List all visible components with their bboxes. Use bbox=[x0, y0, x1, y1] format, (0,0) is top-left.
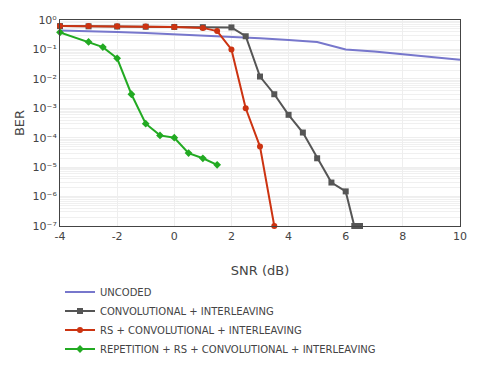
svg-text:RS + CONVOLUTIONAL + INTERLEAV: RS + CONVOLUTIONAL + INTERLEAVING bbox=[100, 325, 302, 336]
svg-text:10⁻²: 10⁻² bbox=[33, 73, 57, 86]
svg-text:8: 8 bbox=[399, 230, 406, 243]
svg-text:10⁻⁶: 10⁻⁶ bbox=[33, 190, 58, 203]
svg-text:CONVOLUTIONAL + INTERLEAVING: CONVOLUTIONAL + INTERLEAVING bbox=[100, 306, 274, 317]
svg-text:UNCODED: UNCODED bbox=[100, 287, 152, 298]
svg-text:10⁻³: 10⁻³ bbox=[33, 102, 57, 115]
svg-text:10⁻⁷: 10⁻⁷ bbox=[33, 220, 57, 233]
svg-text:2: 2 bbox=[228, 230, 235, 243]
svg-text:4: 4 bbox=[285, 230, 292, 243]
svg-text:SNR (dB): SNR (dB) bbox=[231, 263, 289, 278]
svg-text:REPETITION + RS + CONVOLUTIONA: REPETITION + RS + CONVOLUTIONAL + INTERL… bbox=[100, 344, 376, 355]
svg-text:10⁻⁵: 10⁻⁵ bbox=[33, 161, 57, 174]
svg-text:0: 0 bbox=[171, 230, 178, 243]
svg-text:BER: BER bbox=[12, 110, 27, 136]
svg-text:10⁰: 10⁰ bbox=[38, 14, 57, 27]
svg-text:10⁻¹: 10⁻¹ bbox=[33, 43, 57, 56]
svg-text:-2: -2 bbox=[112, 230, 123, 243]
svg-text:10: 10 bbox=[453, 230, 467, 243]
svg-text:-4: -4 bbox=[55, 230, 66, 243]
svg-text:10⁻⁴: 10⁻⁴ bbox=[33, 132, 58, 145]
svg-text:6: 6 bbox=[342, 230, 349, 243]
